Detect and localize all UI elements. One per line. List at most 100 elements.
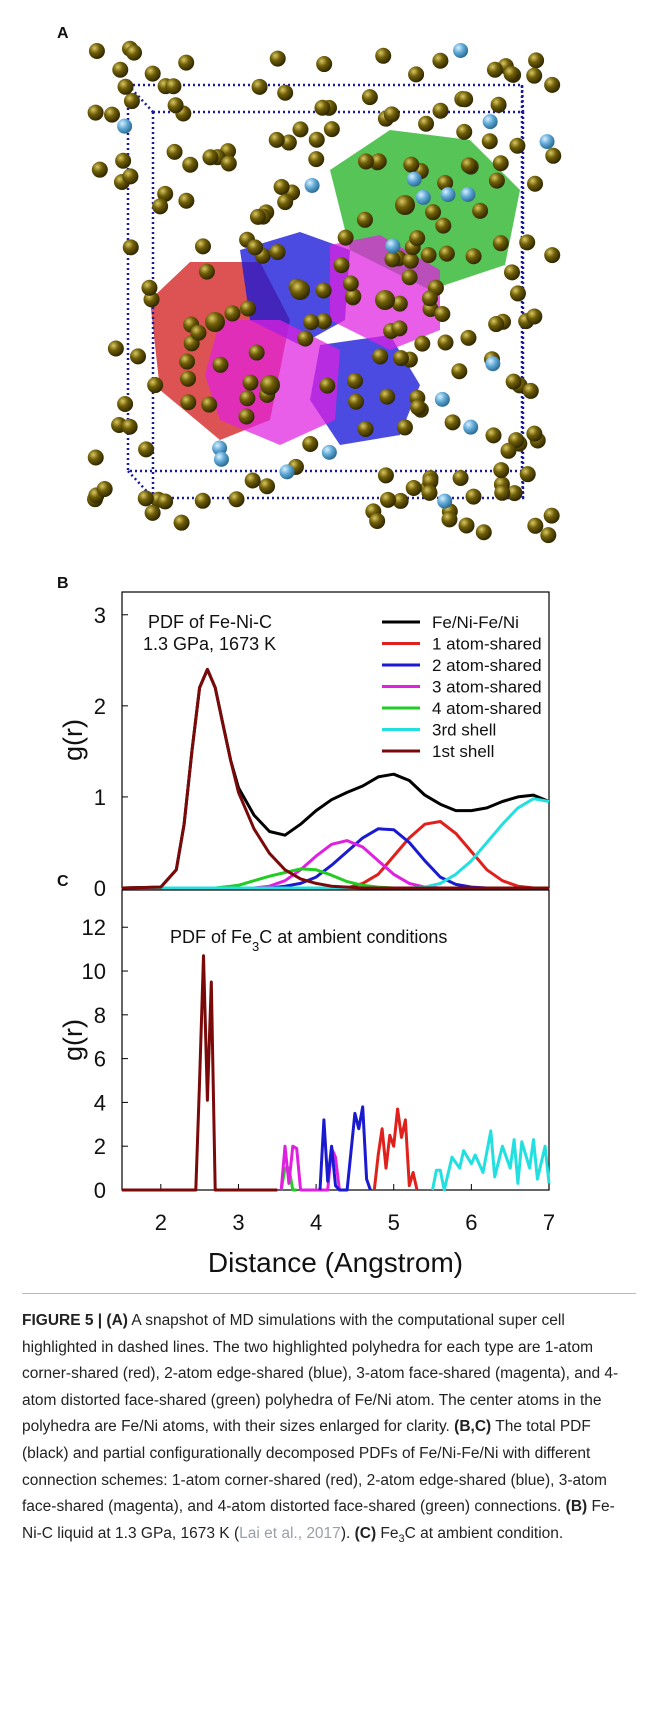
atom	[347, 372, 364, 389]
x-tick-label: 4	[310, 1210, 322, 1235]
carbon-atom	[212, 440, 228, 456]
atom	[396, 419, 413, 436]
atom	[375, 47, 392, 64]
atom	[212, 356, 229, 373]
atom	[315, 313, 332, 330]
chart-subtitle: 1.3 GPa, 1673 K	[143, 634, 276, 654]
atom	[302, 435, 319, 452]
carbon-atom	[385, 238, 401, 254]
atom	[157, 493, 174, 510]
caption-run[interactable]: Lai et al., 2017	[239, 1524, 341, 1542]
atom	[178, 192, 195, 209]
atom	[543, 507, 560, 524]
chart-title: PDF of Fe3C at ambient conditions	[170, 927, 447, 954]
atom	[379, 491, 396, 508]
series-line	[431, 1129, 551, 1192]
panel-label: C	[57, 873, 69, 890]
y-tick-label: 2	[94, 1134, 106, 1159]
carbon-atom	[482, 114, 498, 130]
atom	[117, 396, 134, 413]
atom	[432, 52, 449, 69]
atom	[519, 466, 536, 483]
carbon-atom	[406, 171, 422, 187]
atom	[391, 320, 408, 337]
atom	[202, 149, 219, 166]
atom	[408, 66, 425, 83]
plot-frame	[121, 889, 550, 1191]
atom	[259, 478, 276, 495]
series-line	[121, 667, 549, 890]
atom	[138, 441, 155, 458]
atom	[337, 229, 354, 246]
title-run: 3	[252, 939, 259, 954]
atom	[472, 202, 489, 219]
atom	[126, 44, 143, 61]
series-line	[318, 1105, 372, 1192]
x-tick-label: 7	[543, 1210, 555, 1235]
atom	[115, 152, 132, 169]
atom	[545, 147, 562, 164]
atom	[269, 244, 286, 261]
atom	[456, 123, 473, 140]
atom	[280, 134, 297, 151]
atom	[194, 238, 211, 255]
atom	[441, 511, 458, 528]
caption-run: FIGURE 5 | (A)	[22, 1312, 128, 1329]
atom	[220, 155, 237, 172]
atom	[144, 504, 161, 521]
atom	[460, 329, 477, 346]
atom	[418, 115, 435, 132]
y-tick-label: 0	[94, 876, 106, 901]
carbon-atom	[213, 451, 229, 467]
atom	[361, 89, 378, 106]
atom	[500, 442, 517, 459]
atom	[228, 491, 245, 508]
atom	[434, 305, 451, 322]
atom	[194, 492, 211, 509]
x-axis-label: Distance (Angstrom)	[208, 1247, 463, 1278]
atom	[402, 252, 419, 269]
y-tick-label: 4	[94, 1090, 106, 1115]
atom	[527, 175, 544, 192]
caption-run: The total PDF (black) and partial config…	[22, 1418, 607, 1516]
atom	[391, 295, 408, 312]
atom	[297, 330, 314, 347]
atom	[357, 420, 374, 437]
atom	[123, 93, 140, 110]
atom	[273, 178, 290, 195]
atom	[144, 65, 161, 82]
legend-label: Fe/Ni-Fe/Ni	[432, 613, 519, 632]
atom	[503, 264, 520, 281]
atom	[444, 414, 461, 431]
atom	[303, 314, 320, 331]
atom	[308, 151, 325, 168]
title-run: C at ambient conditions	[259, 927, 447, 947]
caption-run: C at ambient condition.	[404, 1524, 564, 1542]
atom	[519, 234, 536, 251]
atom	[180, 370, 197, 387]
atom	[104, 106, 121, 123]
legend-label: 4 atom-shared	[432, 699, 542, 718]
carbon-atom	[321, 444, 337, 460]
y-tick-label: 2	[94, 694, 106, 719]
atom	[509, 137, 526, 154]
atom	[509, 285, 526, 302]
atom	[152, 198, 169, 215]
atom	[147, 377, 164, 394]
atom	[201, 396, 218, 413]
carbon-atom	[440, 187, 456, 203]
x-tick-label: 5	[388, 1210, 400, 1235]
caption-run: ).	[340, 1524, 355, 1542]
atom	[526, 425, 543, 442]
atom	[492, 235, 509, 252]
y-tick-label: 1	[94, 785, 106, 810]
y-tick-label: 6	[94, 1047, 106, 1072]
atom	[369, 512, 386, 529]
panel-label: B	[57, 575, 69, 592]
atom	[451, 363, 468, 380]
carbon-atom	[460, 186, 476, 202]
carbon-atom	[437, 493, 453, 509]
caption-run: Fe-Ni-C liquid at 1.3 GPa, 1673 K (	[22, 1498, 615, 1542]
carbon-atom	[453, 42, 469, 58]
